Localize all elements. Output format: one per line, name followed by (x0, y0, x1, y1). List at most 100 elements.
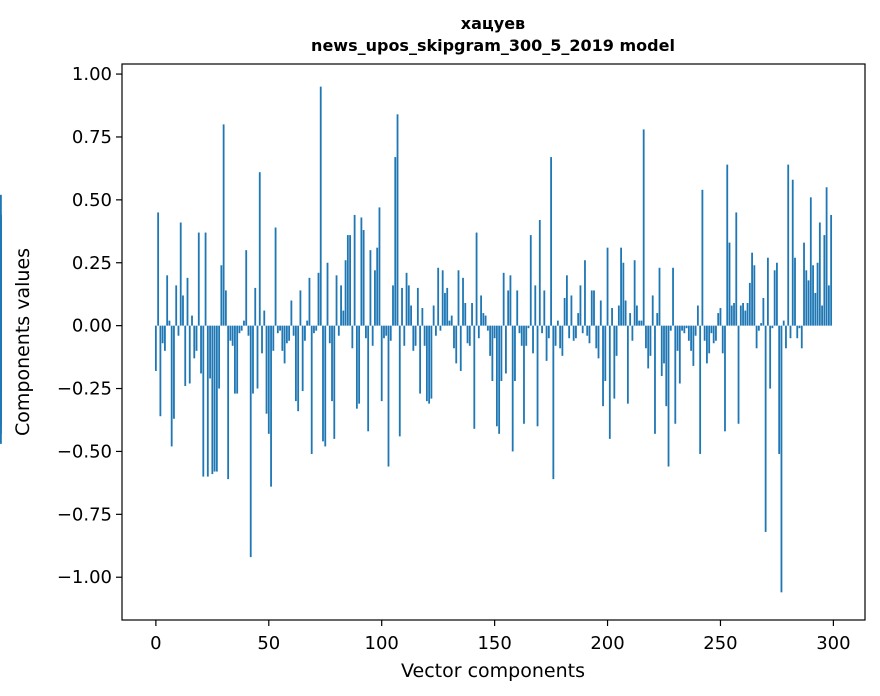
bar (751, 252, 753, 326)
bar (724, 325, 726, 432)
bar (161, 325, 164, 344)
bar (489, 325, 492, 356)
bar (674, 325, 677, 424)
bar (769, 325, 772, 389)
bar (667, 325, 670, 467)
bar (486, 325, 489, 331)
bar (507, 290, 510, 326)
bar (322, 325, 324, 442)
bar (376, 247, 379, 326)
bar (823, 235, 826, 326)
bar (532, 325, 534, 354)
x-tick-label: 200 (590, 633, 624, 654)
bar (276, 325, 279, 334)
bar (459, 325, 462, 371)
bar (159, 325, 162, 417)
bar (509, 275, 512, 326)
y-tick-label: 1.00 (72, 64, 112, 85)
bar (780, 325, 783, 593)
bar (288, 325, 291, 341)
bar (405, 272, 408, 326)
bar (541, 325, 543, 334)
bar (629, 313, 632, 326)
y-tick-label: −1.00 (57, 567, 112, 588)
bar (755, 325, 758, 349)
bar (437, 267, 440, 326)
x-axis-ticks: 0 50 100 150 200 250 300 (150, 620, 851, 654)
bar (706, 325, 708, 364)
bar (717, 313, 720, 326)
bar (604, 325, 607, 381)
bar (572, 325, 575, 341)
x-tick-label: 50 (257, 633, 280, 654)
bar (568, 325, 571, 339)
bar (807, 280, 810, 326)
bar (179, 222, 182, 326)
bar (597, 325, 600, 359)
bar (290, 300, 293, 326)
bar (493, 325, 496, 339)
bar (696, 305, 699, 326)
bar (448, 320, 451, 326)
bar (685, 325, 688, 329)
bar (816, 262, 819, 326)
bar (631, 325, 634, 341)
bar (771, 325, 774, 329)
bar (830, 214, 833, 326)
bar (735, 212, 738, 326)
bar (672, 267, 674, 326)
bar (195, 325, 198, 351)
bar (380, 325, 383, 402)
chart-subtitle: news_upos_skipgram_300_5_2019 model (311, 36, 675, 55)
bar (310, 325, 313, 454)
bar (827, 285, 830, 326)
bar (529, 235, 532, 326)
bar (229, 325, 232, 341)
bar (173, 325, 175, 419)
bar (425, 325, 428, 402)
bar (299, 290, 302, 326)
bar (606, 247, 609, 326)
bar (444, 292, 446, 326)
bar (721, 325, 724, 354)
bar (798, 325, 801, 329)
bar (626, 325, 629, 404)
bar (683, 325, 686, 334)
bar (258, 172, 261, 326)
bar (464, 303, 467, 326)
bar (737, 325, 740, 424)
bar (170, 325, 173, 447)
bar (166, 275, 169, 326)
bar (211, 325, 214, 475)
bar (658, 267, 661, 326)
bar (193, 325, 196, 359)
y-tick-label: −0.75 (57, 504, 112, 525)
bar (613, 325, 616, 399)
bar (378, 207, 381, 326)
bar (543, 290, 546, 326)
bar (753, 265, 756, 326)
bar (703, 325, 706, 341)
bar (523, 325, 525, 424)
bar (335, 275, 338, 326)
bar (281, 325, 284, 351)
axes-border (121, 63, 866, 621)
bar (733, 303, 735, 326)
y-axis-label: Components values (12, 248, 34, 436)
bar (224, 290, 227, 326)
bar (419, 325, 422, 394)
bar (480, 295, 482, 326)
bar (498, 325, 501, 434)
bar (762, 297, 765, 326)
y-tick-label: 0.75 (72, 127, 112, 148)
bar (791, 179, 794, 326)
bar (708, 325, 711, 354)
bar (676, 325, 679, 351)
bar (274, 227, 277, 326)
bar (821, 305, 823, 326)
bar (678, 325, 681, 384)
bar (757, 325, 760, 331)
bar (457, 270, 460, 326)
bar (360, 217, 363, 326)
